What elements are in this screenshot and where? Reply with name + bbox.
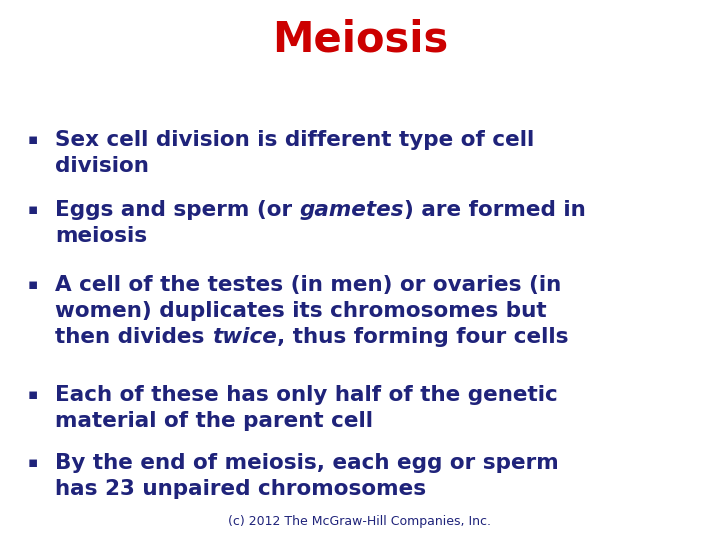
Text: Sex cell division is different type of cell: Sex cell division is different type of c…: [55, 130, 534, 150]
Text: material of the parent cell: material of the parent cell: [55, 411, 373, 431]
Text: gametes: gametes: [300, 200, 404, 220]
Text: ▪: ▪: [28, 455, 38, 470]
Text: (c) 2012 The McGraw-Hill Companies, Inc.: (c) 2012 The McGraw-Hill Companies, Inc.: [228, 515, 492, 528]
Text: then divides: then divides: [55, 327, 212, 347]
Text: ▪: ▪: [28, 202, 38, 217]
Text: ) are formed in: ) are formed in: [404, 200, 586, 220]
Text: division: division: [55, 156, 149, 176]
Text: ▪: ▪: [28, 277, 38, 292]
Text: A cell of the testes (in men) or ovaries (in: A cell of the testes (in men) or ovaries…: [55, 275, 562, 295]
Text: , thus forming four cells: , thus forming four cells: [276, 327, 568, 347]
Text: twice: twice: [212, 327, 276, 347]
Text: Each of these has only half of the genetic: Each of these has only half of the genet…: [55, 385, 558, 405]
Text: women) duplicates its chromosomes but: women) duplicates its chromosomes but: [55, 301, 546, 321]
Text: Meiosis: Meiosis: [272, 18, 448, 60]
Text: By the end of meiosis, each egg or sperm: By the end of meiosis, each egg or sperm: [55, 453, 559, 473]
Text: Eggs and sperm (or: Eggs and sperm (or: [55, 200, 300, 220]
Text: ▪: ▪: [28, 387, 38, 402]
Text: has 23 unpaired chromosomes: has 23 unpaired chromosomes: [55, 479, 426, 499]
Text: ▪: ▪: [28, 132, 38, 147]
Text: meiosis: meiosis: [55, 226, 147, 246]
